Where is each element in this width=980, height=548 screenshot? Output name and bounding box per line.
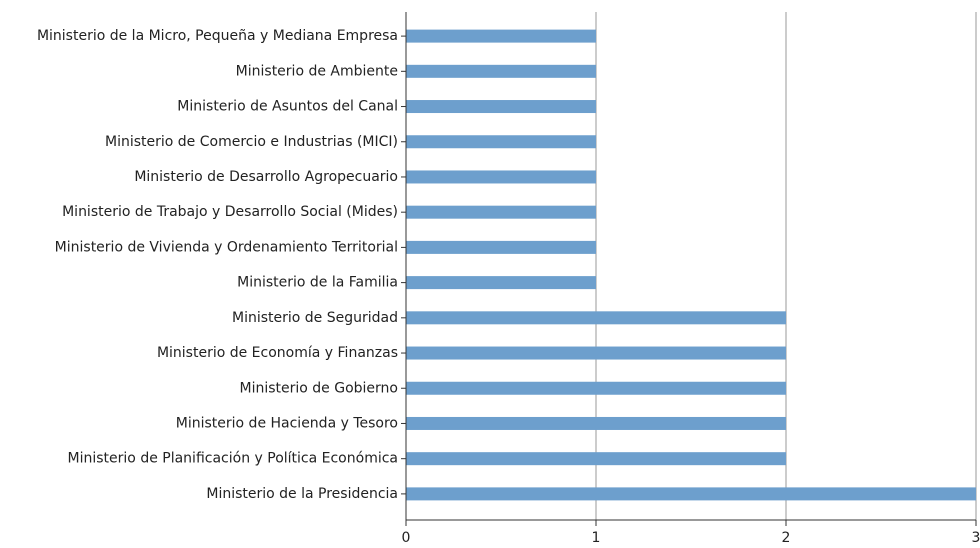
bar — [406, 29, 596, 43]
y-tick-label: Ministerio de Economía y Finanzas — [157, 345, 398, 361]
y-tick-label: Ministerio de Gobierno — [240, 380, 399, 396]
y-tick-label: Ministerio de Planificación y Política E… — [68, 451, 398, 467]
bar — [406, 240, 596, 254]
y-tick-label: Ministerio de Trabajo y Desarrollo Socia… — [62, 204, 398, 220]
bar — [406, 452, 786, 466]
y-tick-label: Ministerio de Vivienda y Ordenamiento Te… — [55, 239, 398, 255]
bar — [406, 100, 596, 114]
bar — [406, 64, 596, 78]
bar — [406, 346, 786, 360]
y-tick-label: Ministerio de Comercio e Industrias (MIC… — [105, 134, 398, 150]
y-tick-label: Ministerio de la Micro, Pequeña y Median… — [37, 28, 398, 44]
x-tick-label: 0 — [402, 530, 411, 546]
y-tick-label: Ministerio de la Presidencia — [206, 486, 398, 502]
bar — [406, 135, 596, 149]
x-tick-label: 1 — [592, 530, 601, 546]
bar — [406, 170, 596, 184]
y-tick-label: Ministerio de Hacienda y Tesoro — [176, 415, 398, 431]
x-tick-label: 2 — [782, 530, 791, 546]
y-tick-label: Ministerio de Desarrollo Agropecuario — [134, 169, 398, 185]
bar — [406, 311, 786, 325]
y-tick-label: Ministerio de Asuntos del Canal — [177, 99, 398, 115]
bar — [406, 276, 596, 290]
bar — [406, 205, 596, 219]
bar — [406, 381, 786, 395]
y-tick-label: Ministerio de Ambiente — [236, 63, 398, 79]
y-tick-label: Ministerio de la Familia — [237, 275, 398, 291]
x-tick-label: 3 — [972, 530, 980, 546]
bar — [406, 416, 786, 430]
bar — [406, 487, 976, 501]
y-tick-label: Ministerio de Seguridad — [232, 310, 398, 326]
